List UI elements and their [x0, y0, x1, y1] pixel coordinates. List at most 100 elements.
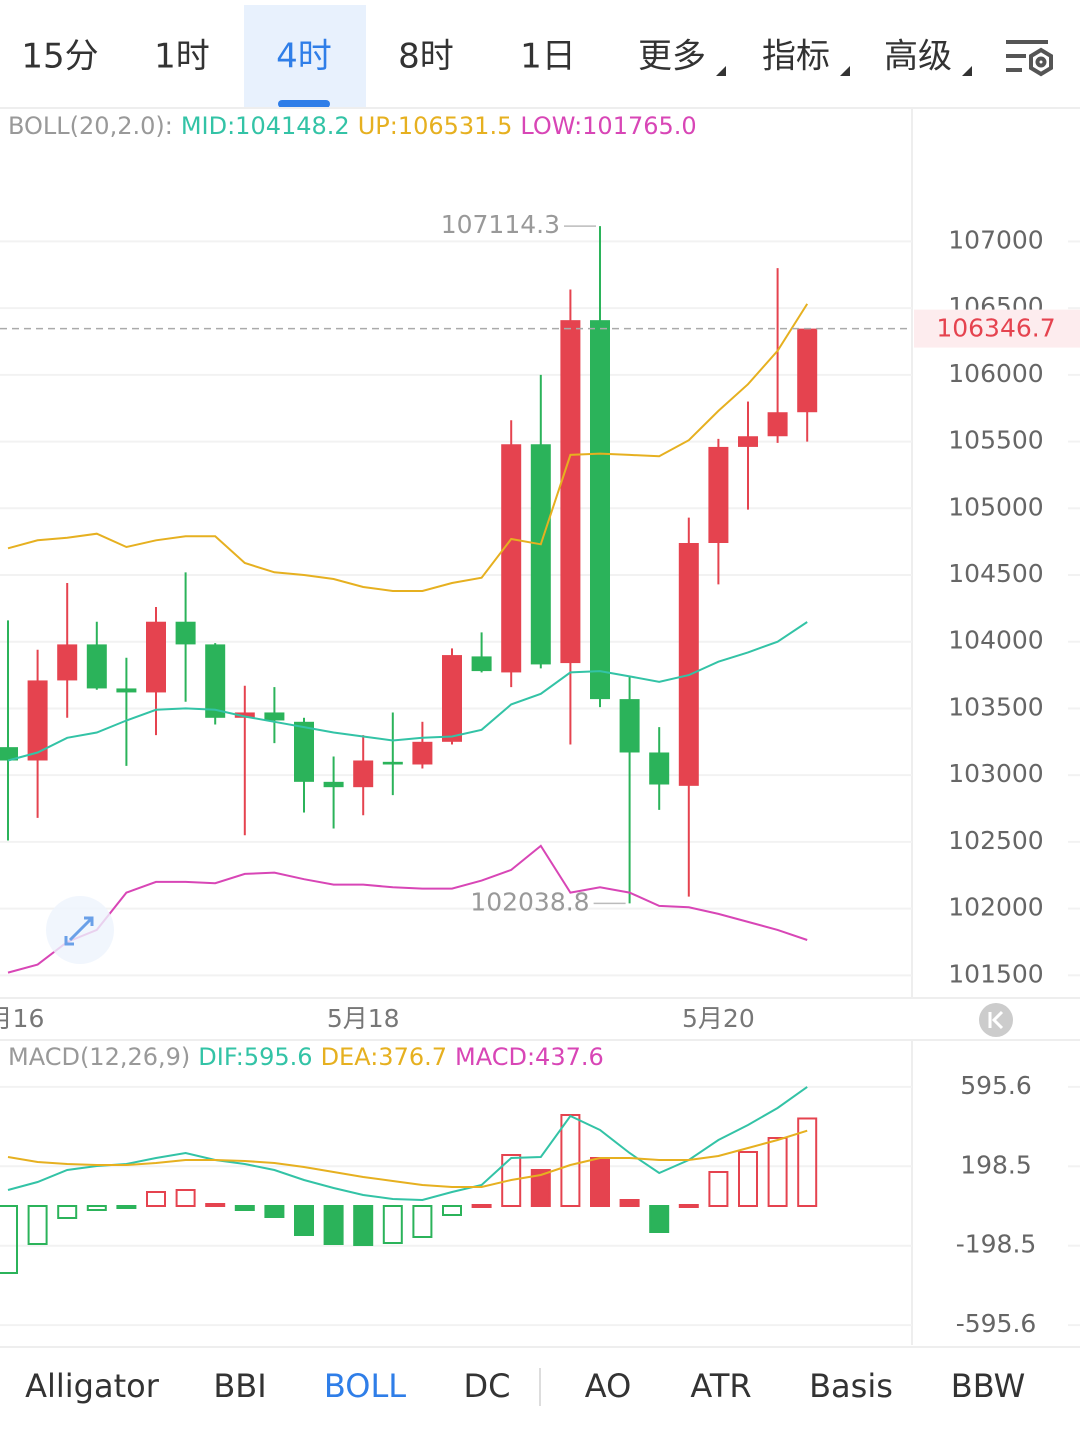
macd-bar: [797, 1117, 818, 1207]
legend-title: BOLL(20,2.0):: [8, 112, 173, 140]
candle-body: [590, 320, 610, 700]
macd-bar: [708, 1171, 729, 1207]
candle-body: [175, 621, 196, 645]
candle-body: [0, 747, 18, 761]
legend-entry: UP:106531.5: [358, 112, 513, 140]
y-tick-label: 102500: [948, 826, 1043, 855]
dropdown-arrow: [962, 66, 972, 76]
legend-entry: MID:104148.2: [181, 112, 350, 140]
indicator-tab[interactable]: BBI: [213, 1367, 266, 1405]
macd-bar: [738, 1151, 758, 1207]
scroll-latest-button[interactable]: [979, 1003, 1013, 1037]
y-tick-label: 198.5: [960, 1150, 1032, 1179]
extreme-label: 102038.8: [470, 887, 589, 916]
macd-bar: [501, 1154, 522, 1207]
y-tick-label: 104000: [948, 626, 1043, 655]
indicator-tab[interactable]: ATR: [690, 1367, 751, 1405]
indicator-line: [7, 844, 808, 974]
candle-body: [205, 644, 226, 718]
timeframe-tab[interactable]: 1日: [520, 37, 576, 77]
candle-body: [353, 760, 374, 788]
indicator-tab[interactable]: BOLL: [324, 1367, 406, 1405]
macd-bar: [382, 1205, 403, 1244]
y-tick-label: 103000: [948, 759, 1043, 788]
indicator-line: [7, 303, 809, 592]
legend-title: MACD(12,26,9): [8, 1043, 190, 1071]
macd-bar: [353, 1205, 374, 1246]
expand-button[interactable]: [46, 896, 114, 964]
macd-chart: MACD(12,26,9) DIF:595.6 DEA:376.7 MACD:437.…: [0, 1043, 1080, 1338]
y-tick-label: 105500: [948, 426, 1043, 455]
last-price-label: 106346.7: [936, 314, 1055, 343]
last-price-box: [914, 309, 1080, 348]
candle-body: [442, 655, 462, 742]
candle-body: [738, 436, 758, 447]
y-tick-label: 107000: [948, 225, 1043, 254]
indicator-tab[interactable]: Alligator: [25, 1367, 160, 1405]
indicator-tab[interactable]: BBW: [951, 1367, 1025, 1405]
candle-body: [264, 712, 285, 721]
macd-bar: [471, 1204, 492, 1208]
timeframe-tab[interactable]: 指标: [762, 37, 830, 77]
timeframe-tab[interactable]: 高级: [884, 37, 952, 77]
macd-bar: [530, 1169, 551, 1207]
y-tick-label: -198.5: [956, 1230, 1037, 1259]
y-tick-label: 595.6: [960, 1071, 1032, 1100]
legend-entry: DIF:595.6: [198, 1043, 312, 1071]
macd-bar: [205, 1203, 226, 1207]
legend-entry: MACD:437.6: [455, 1043, 604, 1071]
timeframe-tab[interactable]: 更多: [638, 37, 706, 77]
macd-bar: [57, 1205, 78, 1219]
y-tick-label: 105000: [948, 492, 1043, 521]
y-tick-label: 106000: [948, 359, 1043, 388]
indicator-tab[interactable]: Basis: [809, 1367, 893, 1405]
candle-body: [57, 644, 78, 681]
candle-body: [530, 444, 551, 665]
x-tick-label: 5月16: [0, 1004, 44, 1033]
indicator-line: [7, 1129, 808, 1188]
timeframe-tab[interactable]: 4时: [276, 37, 332, 77]
candle-body: [382, 761, 403, 765]
extreme-label: 107114.3: [441, 210, 560, 239]
macd-bar: [175, 1189, 196, 1207]
macd-bar: [116, 1205, 137, 1209]
macd-bar: [767, 1137, 788, 1207]
y-tick-label: 104500: [948, 559, 1043, 588]
y-tick-label: 103500: [948, 692, 1043, 721]
macd-bar: [264, 1205, 285, 1218]
macd-bar: [619, 1199, 640, 1207]
candle-body: [560, 320, 581, 664]
candle-body: [412, 741, 433, 765]
candle-body: [619, 699, 640, 753]
candle-body: [86, 644, 107, 689]
settings-icon[interactable]: [1006, 40, 1053, 77]
legend-entry: DEA:376.7: [321, 1043, 447, 1071]
candle-body: [471, 656, 492, 672]
y-tick-label: -595.6: [956, 1309, 1037, 1338]
timeframe-tab[interactable]: 8时: [398, 37, 454, 77]
candle-chart: BOLL(20,2.0): MID:104148.2 UP:106531.5 LOW:…: [0, 112, 1080, 1033]
timeframe-tab[interactable]: 15分: [21, 37, 98, 77]
macd-bar: [0, 1205, 18, 1274]
tab-bar: 15分 1时 4时 8时 1日 更多 指标 高级: [21, 5, 952, 108]
macd-bar: [649, 1205, 670, 1233]
legend-entry: LOW:101765.0: [520, 112, 696, 140]
dropdown-arrow: [716, 66, 726, 76]
y-tick-label: 102000: [948, 893, 1043, 922]
timeframe-tab[interactable]: 1时: [154, 37, 210, 77]
macd-bar: [146, 1191, 166, 1207]
macd-bar: [86, 1205, 107, 1211]
candle-body: [27, 680, 48, 761]
macd-bar: [442, 1205, 462, 1216]
indicator-tab[interactable]: AO: [585, 1367, 632, 1405]
candle-body: [767, 412, 788, 437]
candle-body: [501, 444, 522, 673]
candle-body: [234, 712, 255, 718]
legend: MACD(12,26,9) DIF:595.6 DEA:376.7 MACD:437.…: [8, 1043, 604, 1071]
macd-bar: [323, 1205, 344, 1245]
macd-bar: [590, 1157, 610, 1207]
candle-body: [146, 621, 166, 693]
candle-body: [294, 721, 314, 782]
indicator-tab[interactable]: DC: [464, 1367, 511, 1405]
